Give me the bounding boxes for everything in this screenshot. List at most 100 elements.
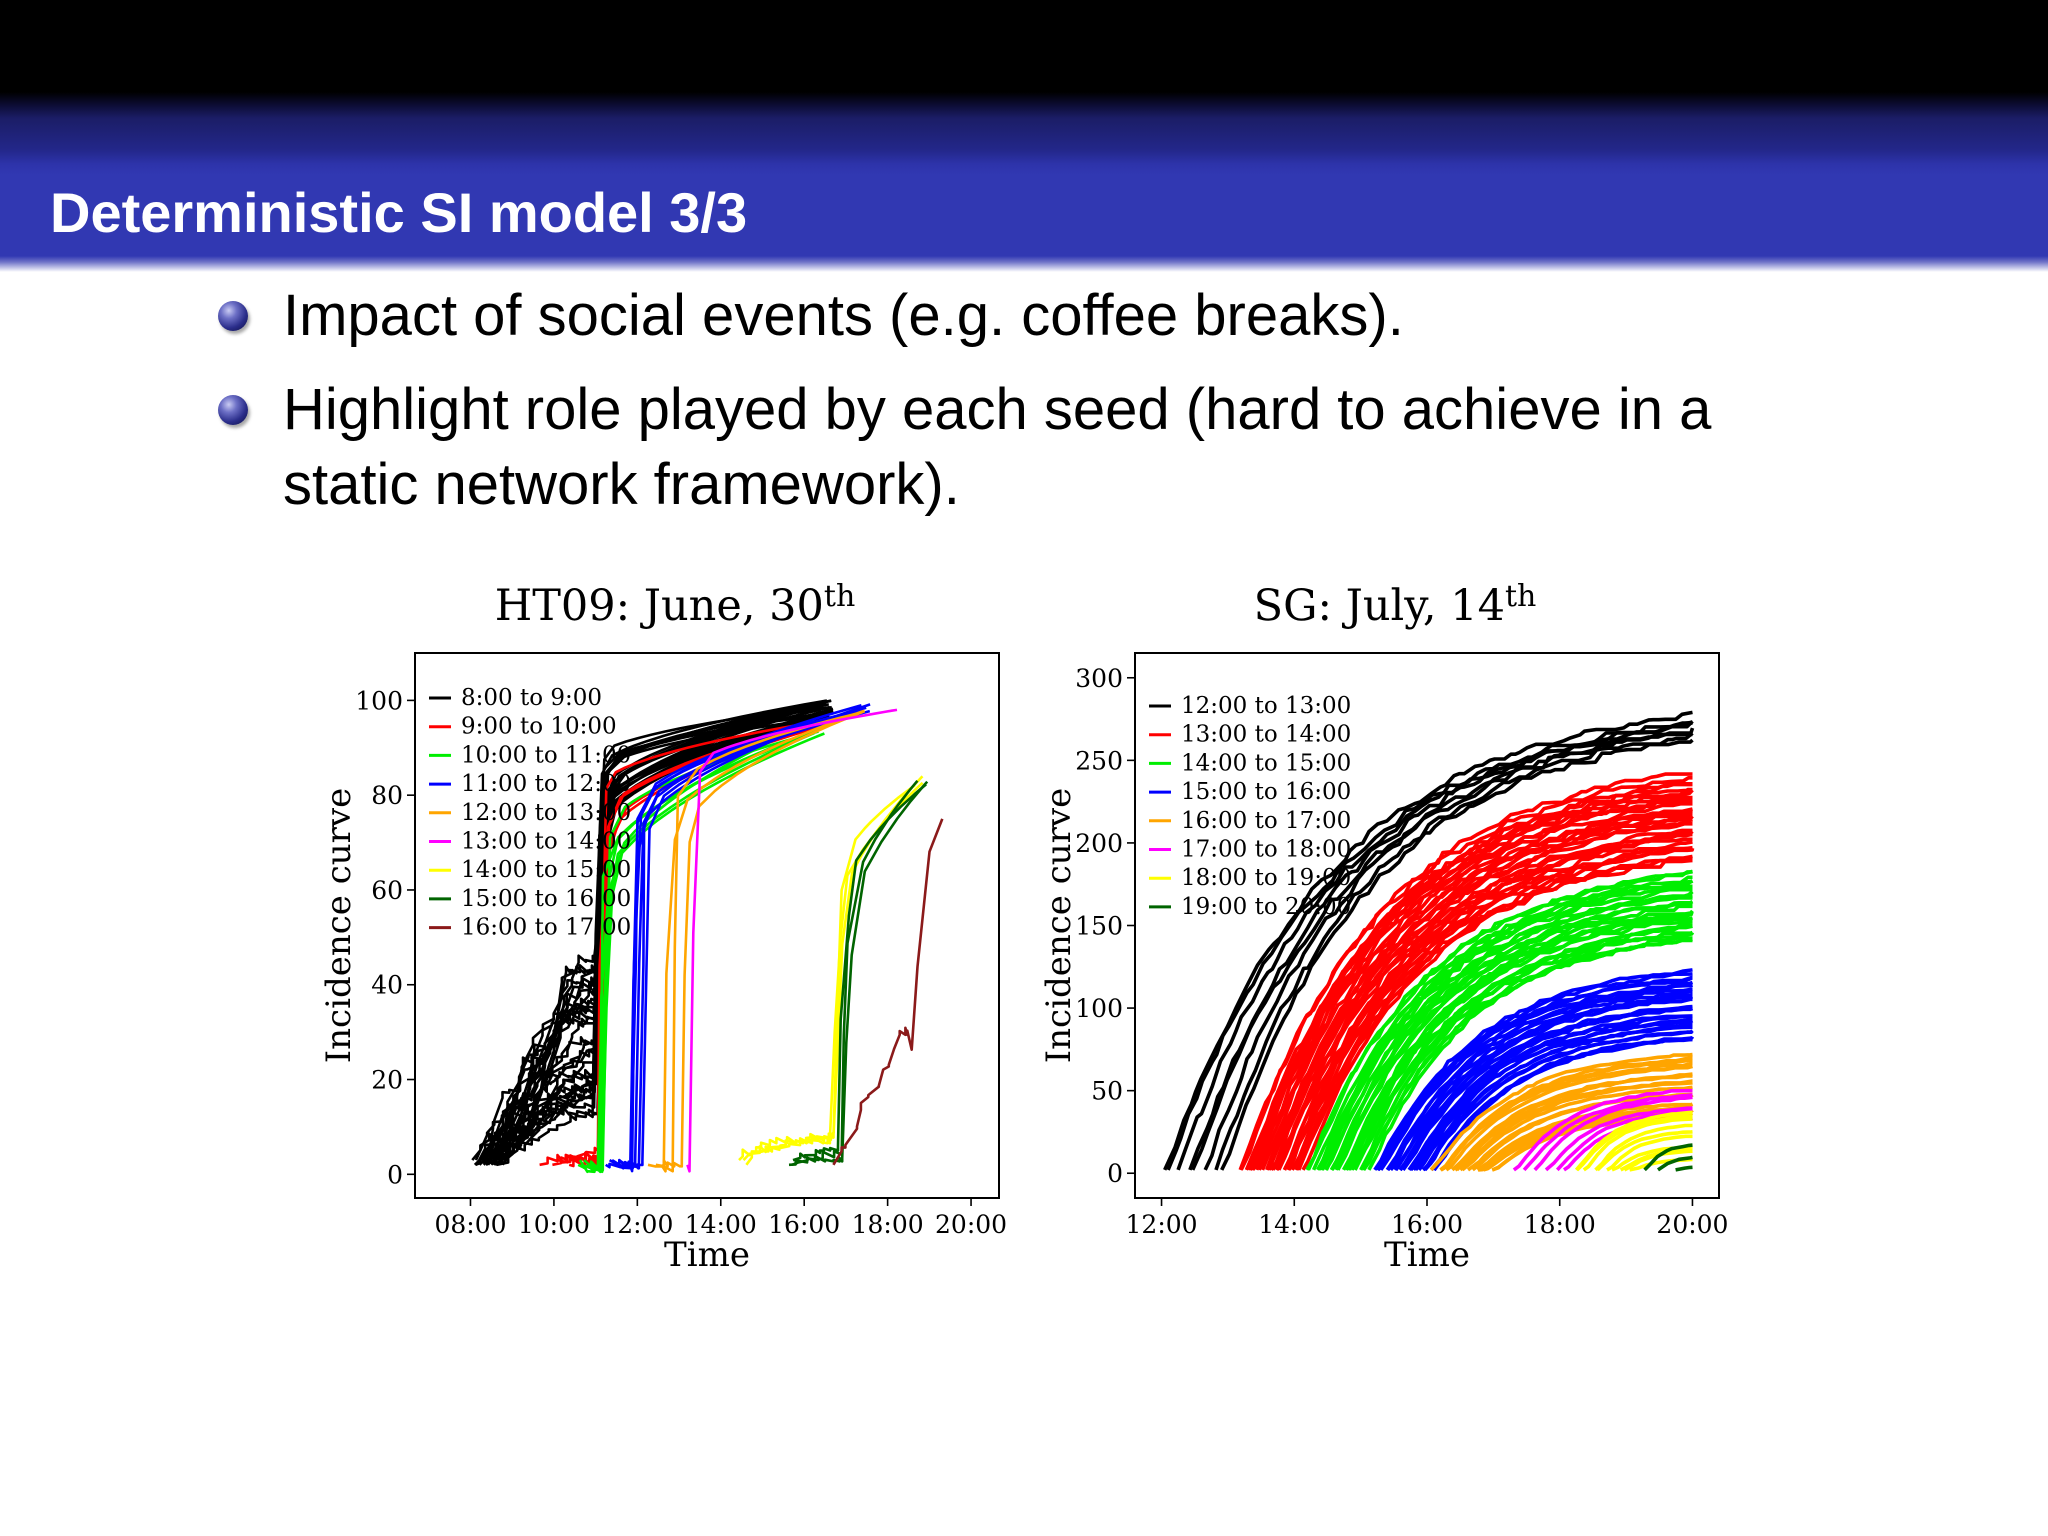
ht09-series-line xyxy=(742,775,924,1162)
ht09-series-line xyxy=(738,781,924,1162)
sg-series-line xyxy=(1398,1004,1693,1172)
ht09-xaxis-label: Time xyxy=(664,1235,750,1275)
ht09-series-line xyxy=(589,730,819,1172)
sg-legend-label: 19:00 to 20:00 xyxy=(1181,894,1351,920)
sg-series-line xyxy=(1306,869,1693,1171)
sg-xtick-label: 16:00 xyxy=(1391,1210,1463,1239)
ht09-xtick-label: 18:00 xyxy=(852,1210,924,1239)
sg-series-line xyxy=(1432,1036,1694,1172)
bullet-icon xyxy=(218,395,248,425)
ht09-series-line xyxy=(788,780,929,1167)
sg-legend-label: 15:00 to 16:00 xyxy=(1181,779,1351,805)
sg-series-line xyxy=(1455,1074,1693,1172)
sg-series-line xyxy=(1163,710,1693,1171)
ht09-series-line xyxy=(605,704,862,1169)
ht09-plot-frame xyxy=(414,652,1000,1199)
slide-title: Deterministic SI model 3/3 xyxy=(50,181,748,244)
ht09-xtick-label: 20:00 xyxy=(935,1210,1007,1239)
sg-series-line xyxy=(1421,1022,1693,1172)
sg-series-line xyxy=(1324,894,1693,1171)
sg-series-line xyxy=(1594,1123,1693,1172)
sg-series-line xyxy=(1429,1052,1693,1172)
sg-series-line xyxy=(1471,1092,1693,1172)
sg-series-line xyxy=(1407,1014,1693,1171)
ht09-legend-label: 10:00 to 11:00 xyxy=(461,742,631,768)
ht09-series-line xyxy=(485,705,833,1166)
sg-series-line xyxy=(1260,802,1693,1171)
sg-series-line xyxy=(1316,875,1693,1171)
ht09-legend-label: 9:00 to 10:00 xyxy=(461,714,617,740)
bullet-2-line-1: Highlight role played by each seed (hard… xyxy=(283,377,1712,442)
ht09-legend-label: 12:00 to 13:00 xyxy=(461,800,631,826)
header-bar xyxy=(0,0,2048,272)
sg-series-line xyxy=(1675,1165,1693,1172)
sg-legend-label: 14:00 to 15:00 xyxy=(1181,750,1351,776)
sg-legend-label: 13:00 to 14:00 xyxy=(1181,722,1351,748)
sg-xtick-label: 14:00 xyxy=(1258,1210,1330,1239)
sg-series-line xyxy=(1643,1143,1693,1172)
sg-xtick-label: 18:00 xyxy=(1524,1210,1596,1239)
ht09-ytick-label: 20 xyxy=(371,1066,403,1095)
sg-series-line xyxy=(1257,799,1694,1171)
ht09-chart-title: HT09: June, 30th xyxy=(495,579,856,631)
ht09-series-line xyxy=(791,779,919,1167)
sg-series-line xyxy=(1575,1114,1693,1172)
sg-series-line xyxy=(1656,1155,1693,1172)
sg-series-line xyxy=(1414,1019,1694,1172)
sg-series-line xyxy=(1367,938,1693,1171)
sg-yaxis-label: Incidence curve xyxy=(1039,788,1079,1064)
ht09-ytick-label: 80 xyxy=(371,781,403,810)
sg-series-line xyxy=(1389,989,1693,1172)
ht09-series-line xyxy=(832,818,944,1166)
ht09-series-line xyxy=(745,784,916,1166)
ht09-ytick-label: 100 xyxy=(355,686,403,715)
sg-ytick-label: 250 xyxy=(1075,746,1123,775)
sg-ytick-label: 150 xyxy=(1075,912,1123,941)
ht09-legend-label: 14:00 to 15:00 xyxy=(461,857,631,883)
sg-series-line xyxy=(1544,1106,1693,1172)
ht09-xtick-label: 08:00 xyxy=(434,1210,506,1239)
sg-series-line xyxy=(1334,904,1693,1171)
ht09-xtick-label: 14:00 xyxy=(685,1210,757,1239)
sg-ytick-label: 300 xyxy=(1075,664,1123,693)
sg-series-line xyxy=(1533,1095,1693,1172)
sg-series-line xyxy=(1393,994,1693,1171)
sg-series-line xyxy=(1375,972,1693,1171)
sg-lines xyxy=(1163,710,1695,1172)
sg-series-line xyxy=(1238,776,1693,1171)
sg-series-line xyxy=(1166,721,1693,1171)
sg-series-line xyxy=(1582,1117,1693,1172)
sg-series-line xyxy=(1295,854,1693,1171)
ht09-series-line xyxy=(647,709,866,1168)
ht09-ytick-label: 0 xyxy=(387,1160,403,1189)
sg-series-line xyxy=(1359,930,1694,1171)
sg-series-line xyxy=(1271,814,1695,1171)
sg-series-line xyxy=(1574,1110,1693,1172)
ht09-xtick-label: 16:00 xyxy=(768,1210,840,1239)
sg-legend-label: 16:00 to 17:00 xyxy=(1181,808,1351,834)
ht09-yaxis-label: Incidence curve xyxy=(319,788,359,1064)
sg-chart: SG: July, 14th 0 50 100 150 200 250 300 12:00 14:… xyxy=(1039,579,1728,1275)
sg-xtick-label: 12:00 xyxy=(1126,1210,1198,1239)
sg-series-line xyxy=(1203,727,1695,1171)
ht09-series-line xyxy=(482,699,832,1166)
sg-ytick-label: 0 xyxy=(1107,1159,1123,1188)
ht09-xtick-label: 10:00 xyxy=(518,1210,590,1239)
sg-series-line xyxy=(1320,887,1693,1171)
ht09-xtick-label: 12:00 xyxy=(601,1210,673,1239)
sg-series-line xyxy=(1522,1093,1694,1172)
sg-ytick-label: 100 xyxy=(1075,994,1123,1023)
bullet-2-line-2: static network framework). xyxy=(283,452,960,517)
bullet-1-text: Impact of social events (e.g. coffee bre… xyxy=(283,283,1404,348)
sg-legend-label: 12:00 to 13:00 xyxy=(1181,693,1351,719)
sg-series-line xyxy=(1301,858,1693,1171)
ht09-ytick-label: 60 xyxy=(371,876,403,905)
ht09-legend-label: 13:00 to 14:00 xyxy=(461,829,631,855)
charts-area: HT09: June, 30th 0 20 40 60 80 100 08:00 10:00 12… xyxy=(319,579,1728,1275)
ht09-series-line xyxy=(578,732,825,1174)
sg-series-line xyxy=(1277,830,1693,1171)
sg-series-line xyxy=(1596,1130,1694,1172)
sg-legend-label: 17:00 to 18:00 xyxy=(1181,837,1351,863)
